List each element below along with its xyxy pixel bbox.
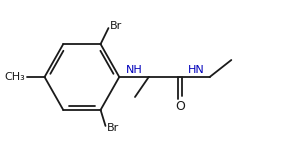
Text: CH₃: CH₃ [4, 72, 25, 82]
Text: NH: NH [126, 65, 142, 75]
Text: HN: HN [188, 65, 204, 75]
Text: Br: Br [110, 21, 122, 31]
Text: Br: Br [107, 123, 119, 133]
Text: O: O [175, 100, 185, 113]
